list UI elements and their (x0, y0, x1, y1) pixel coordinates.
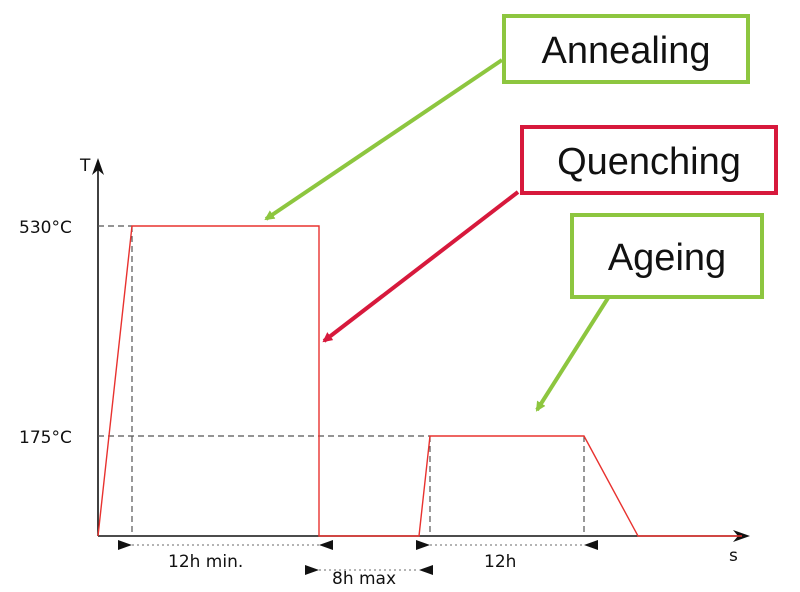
dim-anneal-label: 12h min. (168, 552, 243, 572)
dim-gap-arrow-right (419, 565, 433, 575)
dim-gap-arrow-left (305, 565, 319, 575)
dim-anneal-arrow-right (319, 540, 333, 550)
guide-lines (98, 225, 585, 536)
callout-annealing-label: Annealing (541, 30, 710, 72)
level-label-high: 530°C (19, 218, 72, 238)
dim-anneal-arrow-left (118, 540, 132, 550)
dim-gap-label: 8h max (332, 569, 396, 589)
y-axis-label: T (79, 156, 91, 176)
axes: T s (79, 156, 750, 566)
callout-ageing-box (570, 213, 764, 299)
quenching-pointer-arrow (322, 190, 520, 343)
dim-ageing-arrow-left (416, 540, 430, 550)
callout-quenching: Quenching (520, 125, 778, 195)
callout-annealing-box (502, 14, 750, 84)
level-label-low: 175°C (19, 428, 72, 448)
temperature-profile (97, 225, 742, 537)
annealing-pointer-arrow (264, 58, 504, 221)
ageing-pointer-arrow (535, 296, 610, 412)
callout-annealing: Annealing (502, 14, 750, 84)
dim-ageing-arrow-right (584, 540, 598, 550)
callout-quenching-box (520, 125, 778, 195)
callout-ageing: Ageing (570, 213, 764, 299)
time-dimensions: 12h min. 8h max 12h (118, 540, 598, 589)
y-axis-arrowhead (92, 158, 104, 175)
callout-quenching-label: Quenching (557, 141, 741, 183)
x-axis-label: s (729, 546, 738, 566)
callout-ageing-label: Ageing (608, 237, 726, 279)
dim-ageing-label: 12h (484, 552, 516, 572)
